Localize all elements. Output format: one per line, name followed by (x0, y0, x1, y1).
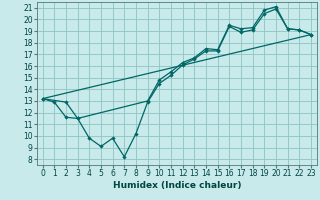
X-axis label: Humidex (Indice chaleur): Humidex (Indice chaleur) (113, 181, 241, 190)
